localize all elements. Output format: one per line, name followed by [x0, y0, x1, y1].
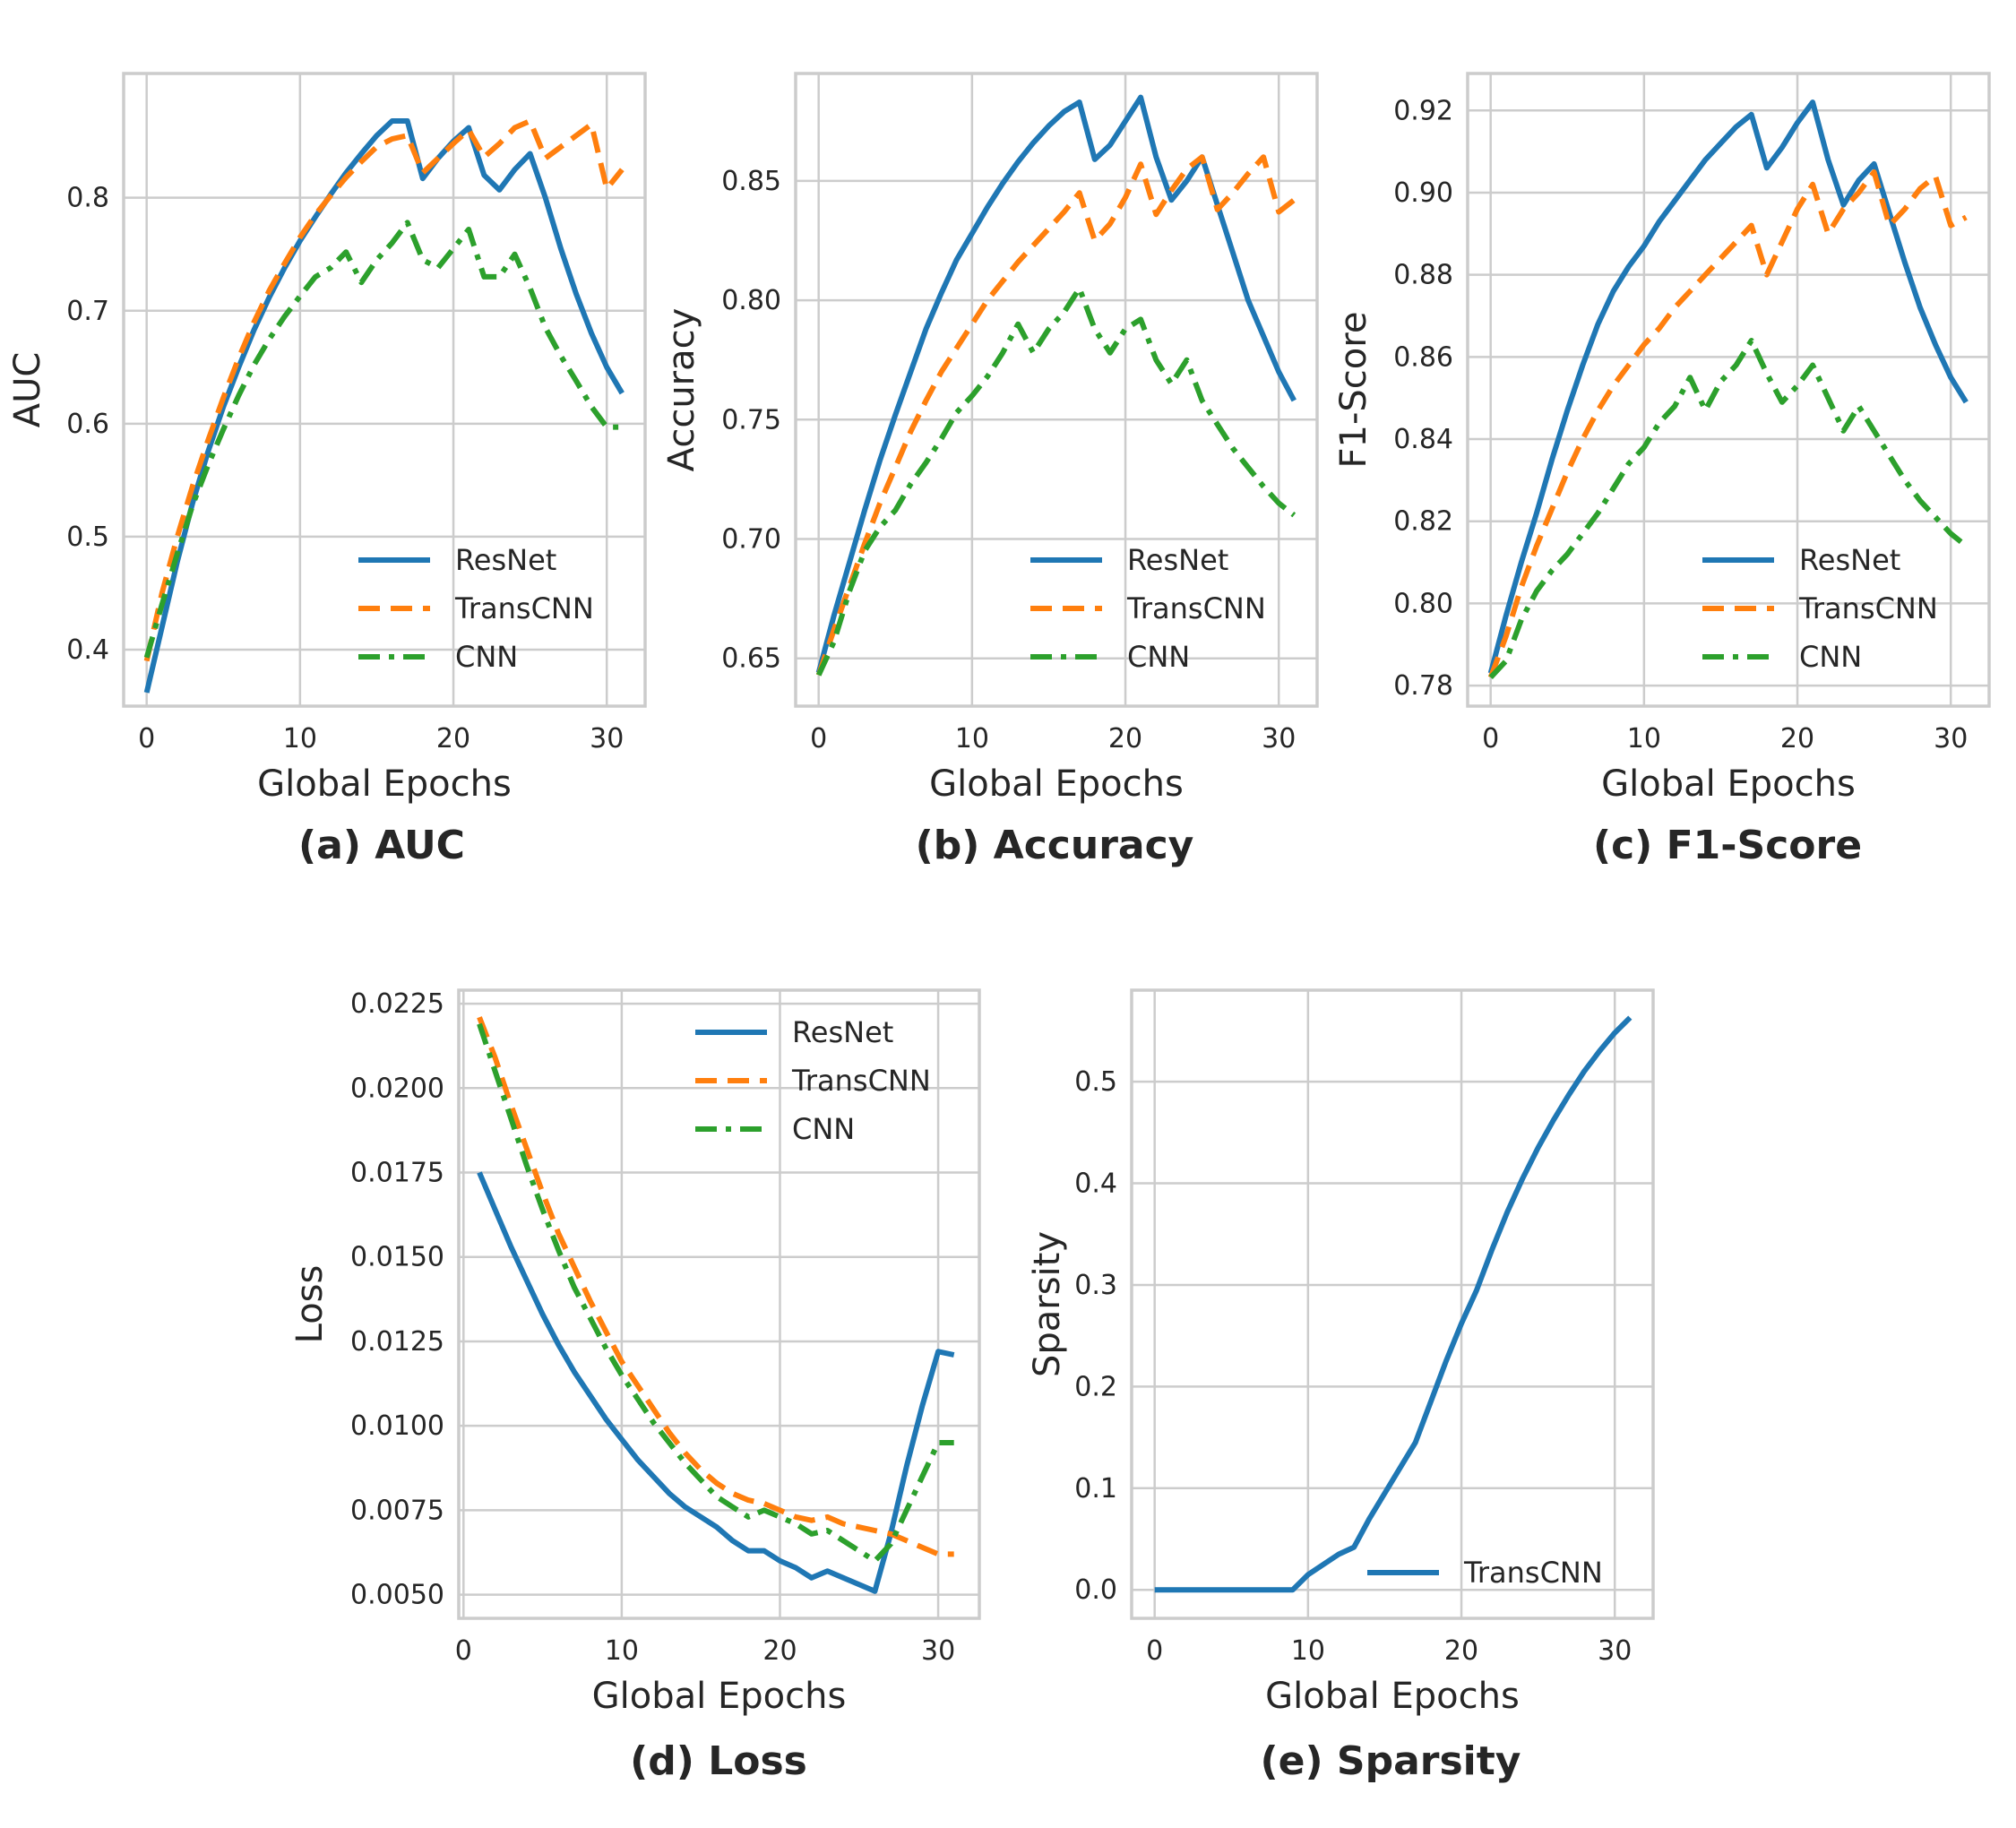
auc-ytick-label: 0.5	[66, 522, 109, 553]
f1-series-cnn-line	[1488, 338, 1969, 679]
accuracy-ytick-label: 0.70	[721, 524, 781, 556]
loss-legend-label-transcnn: TransCNN	[791, 1064, 931, 1098]
f1-legend-label-resnet: ResNet	[1799, 543, 1900, 577]
accuracy-series-cnn-line	[815, 285, 1297, 677]
f1-ylabel: F1-Score	[1333, 312, 1374, 469]
loss-ytick-label: 0.0125	[350, 1326, 444, 1358]
accuracy-series-transcnn-line	[815, 154, 1297, 677]
sparsity-xtick-label: 0	[1146, 1635, 1163, 1667]
auc-legend-label-transcnn: TransCNN	[454, 591, 594, 625]
loss-legend-label-cnn: CNN	[792, 1112, 855, 1146]
sparsity-ytick-label: 0.1	[1074, 1473, 1117, 1505]
auc-plot-frame	[122, 72, 647, 708]
sparsity-ytick-label: 0.3	[1074, 1270, 1117, 1301]
accuracy-xtick-label: 10	[955, 723, 989, 754]
auc-ytick-label: 0.7	[66, 296, 109, 327]
accuracy-plot-frame	[794, 72, 1319, 708]
loss-ytick-label: 0.0225	[350, 988, 444, 1020]
sparsity-legend-label-transcnn: TransCNN	[1463, 1556, 1603, 1590]
f1-series-transcnn-line	[1487, 169, 1968, 678]
auc-series-cnn-line	[143, 220, 623, 659]
sparsity-xlabel: Global Epochs	[1265, 1676, 1520, 1717]
accuracy-xtick-label: 30	[1262, 723, 1296, 754]
sparsity-ylabel: Sparsity	[1027, 1231, 1068, 1377]
f1-caption: (c) F1-Score	[1593, 823, 1862, 868]
f1-legend-label-cnn: CNN	[1799, 640, 1862, 674]
accuracy-legend-label-transcnn: TransCNN	[1126, 591, 1266, 625]
accuracy-ytick-label: 0.80	[721, 285, 781, 316]
loss-caption: (d) Loss	[630, 1738, 807, 1784]
sparsity-ytick-label: 0.0	[1074, 1574, 1117, 1606]
auc-xtick-label: 10	[283, 723, 317, 754]
loss-xtick-label: 30	[921, 1635, 955, 1667]
f1-ytick-label: 0.78	[1393, 670, 1453, 702]
loss-series-resnet-line	[477, 1171, 955, 1594]
f1-plot-frame	[1466, 72, 1991, 708]
sparsity-plot-frame	[1130, 988, 1655, 1620]
accuracy-ytick-label: 0.65	[721, 643, 781, 675]
sparsity-ytick-label: 0.2	[1074, 1371, 1117, 1402]
loss-plot-frame	[457, 988, 981, 1620]
loss-ytick-label: 0.0075	[350, 1495, 444, 1526]
loss-ytick-label: 0.0100	[350, 1410, 444, 1442]
sparsity-caption: (e) Sparsity	[1261, 1738, 1521, 1784]
loss-ytick-label: 0.0200	[350, 1073, 444, 1104]
loss-series-cnn-line	[477, 1022, 954, 1564]
accuracy-caption: (b) Accuracy	[916, 823, 1194, 868]
auc-caption: (a) AUC	[298, 823, 465, 868]
accuracy-legend-label-cnn: CNN	[1127, 640, 1190, 674]
auc-ytick-label: 0.4	[66, 634, 109, 666]
loss-xlabel: Global Epochs	[592, 1676, 847, 1717]
f1-ytick-label: 0.86	[1393, 341, 1453, 373]
accuracy-xlabel: Global Epochs	[929, 763, 1184, 805]
accuracy-ytick-label: 0.75	[721, 404, 781, 435]
f1-xtick-label: 0	[1482, 723, 1499, 754]
sparsity-xtick-label: 10	[1291, 1635, 1325, 1667]
f1-legend-label-transcnn: TransCNN	[1798, 591, 1938, 625]
f1-series-resnet-line	[1487, 99, 1969, 675]
sparsity-xtick-label: 20	[1444, 1635, 1478, 1667]
accuracy-series-resnet-line	[815, 94, 1297, 674]
accuracy-xtick-label: 0	[810, 723, 827, 754]
loss-xtick-label: 0	[455, 1635, 472, 1667]
loss-ytick-label: 0.0050	[350, 1580, 444, 1611]
sparsity-ytick-label: 0.4	[1074, 1168, 1117, 1200]
accuracy-legend-label-resnet: ResNet	[1127, 543, 1228, 577]
sparsity-xtick-label: 30	[1598, 1635, 1632, 1667]
f1-ytick-label: 0.88	[1393, 260, 1453, 291]
f1-xtick-label: 10	[1627, 723, 1661, 754]
auc-series-transcnn-line	[143, 118, 625, 662]
loss-series-transcnn-line	[477, 1016, 954, 1557]
accuracy-xtick-label: 20	[1108, 723, 1142, 754]
f1-ytick-label: 0.90	[1393, 177, 1453, 209]
sparsity-ytick-label: 0.5	[1074, 1066, 1117, 1098]
f1-ytick-label: 0.84	[1393, 424, 1453, 455]
auc-legend-label-resnet: ResNet	[455, 543, 556, 577]
f1-ytick-label: 0.82	[1393, 506, 1453, 538]
auc-xlabel: Global Epochs	[257, 763, 512, 805]
auc-ytick-label: 0.6	[66, 409, 109, 440]
f1-ytick-label: 0.92	[1393, 95, 1453, 126]
loss-ytick-label: 0.0150	[350, 1242, 444, 1273]
f1-ytick-label: 0.80	[1393, 588, 1453, 619]
loss-xtick-label: 20	[762, 1635, 797, 1667]
auc-xtick-label: 30	[590, 723, 624, 754]
auc-xtick-label: 0	[138, 723, 155, 754]
auc-ytick-label: 0.8	[66, 183, 109, 214]
auc-legend-label-cnn: CNN	[455, 640, 518, 674]
accuracy-ylabel: Accuracy	[661, 308, 702, 472]
auc-xtick-label: 20	[436, 723, 470, 754]
auc-ylabel: AUC	[7, 352, 48, 428]
sparsity-series-transcnn-line	[1154, 1015, 1633, 1593]
f1-xlabel: Global Epochs	[1601, 763, 1856, 805]
loss-legend-label-resnet: ResNet	[792, 1015, 893, 1049]
auc-series-resnet-line	[143, 118, 625, 694]
f1-xtick-label: 20	[1780, 723, 1814, 754]
loss-ytick-label: 0.0175	[350, 1158, 444, 1189]
accuracy-ytick-label: 0.85	[721, 166, 781, 197]
loss-ylabel: Loss	[289, 1265, 331, 1344]
loss-xtick-label: 10	[605, 1635, 639, 1667]
f1-xtick-label: 30	[1934, 723, 1968, 754]
